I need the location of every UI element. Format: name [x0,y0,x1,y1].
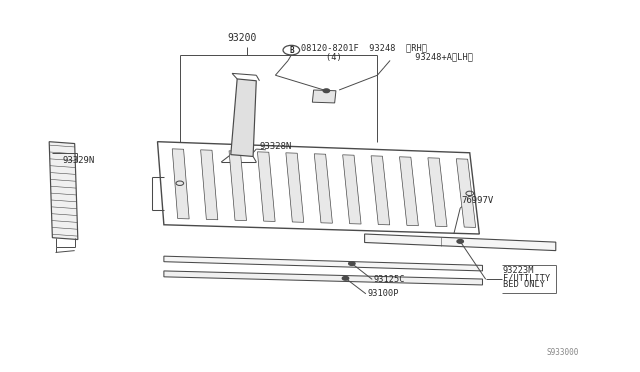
Text: 93125C: 93125C [374,275,405,283]
Text: 93329N: 93329N [63,156,95,166]
Text: S933000: S933000 [546,349,579,357]
Text: 93223M: 93223M [503,266,534,275]
Polygon shape [365,234,556,251]
Text: 76997V: 76997V [461,196,493,205]
Polygon shape [200,150,218,220]
Polygon shape [286,153,304,222]
Polygon shape [399,157,419,226]
Polygon shape [371,156,390,225]
Polygon shape [314,154,332,223]
Polygon shape [164,271,483,285]
Polygon shape [257,152,275,221]
Text: B: B [289,46,294,55]
Text: 93328N: 93328N [259,142,292,151]
Circle shape [349,262,355,265]
Text: F/UTILITY: F/UTILITY [503,273,550,282]
Text: 93100P: 93100P [367,289,399,298]
Polygon shape [428,158,447,227]
Polygon shape [231,79,256,157]
Text: BED ONLY: BED ONLY [503,280,545,289]
Text: (4)              93248+A〈LH〉: (4) 93248+A〈LH〉 [305,52,473,61]
Polygon shape [312,90,336,103]
Polygon shape [342,155,361,224]
Polygon shape [456,159,476,227]
Circle shape [342,276,349,280]
Circle shape [323,89,330,93]
Text: 93200: 93200 [228,33,257,43]
Polygon shape [49,142,78,240]
Circle shape [457,240,463,243]
Text: 08120-8201F  93248  〈RH〉: 08120-8201F 93248 〈RH〉 [301,44,427,52]
Polygon shape [229,151,246,221]
Polygon shape [164,256,483,271]
Polygon shape [172,149,189,219]
